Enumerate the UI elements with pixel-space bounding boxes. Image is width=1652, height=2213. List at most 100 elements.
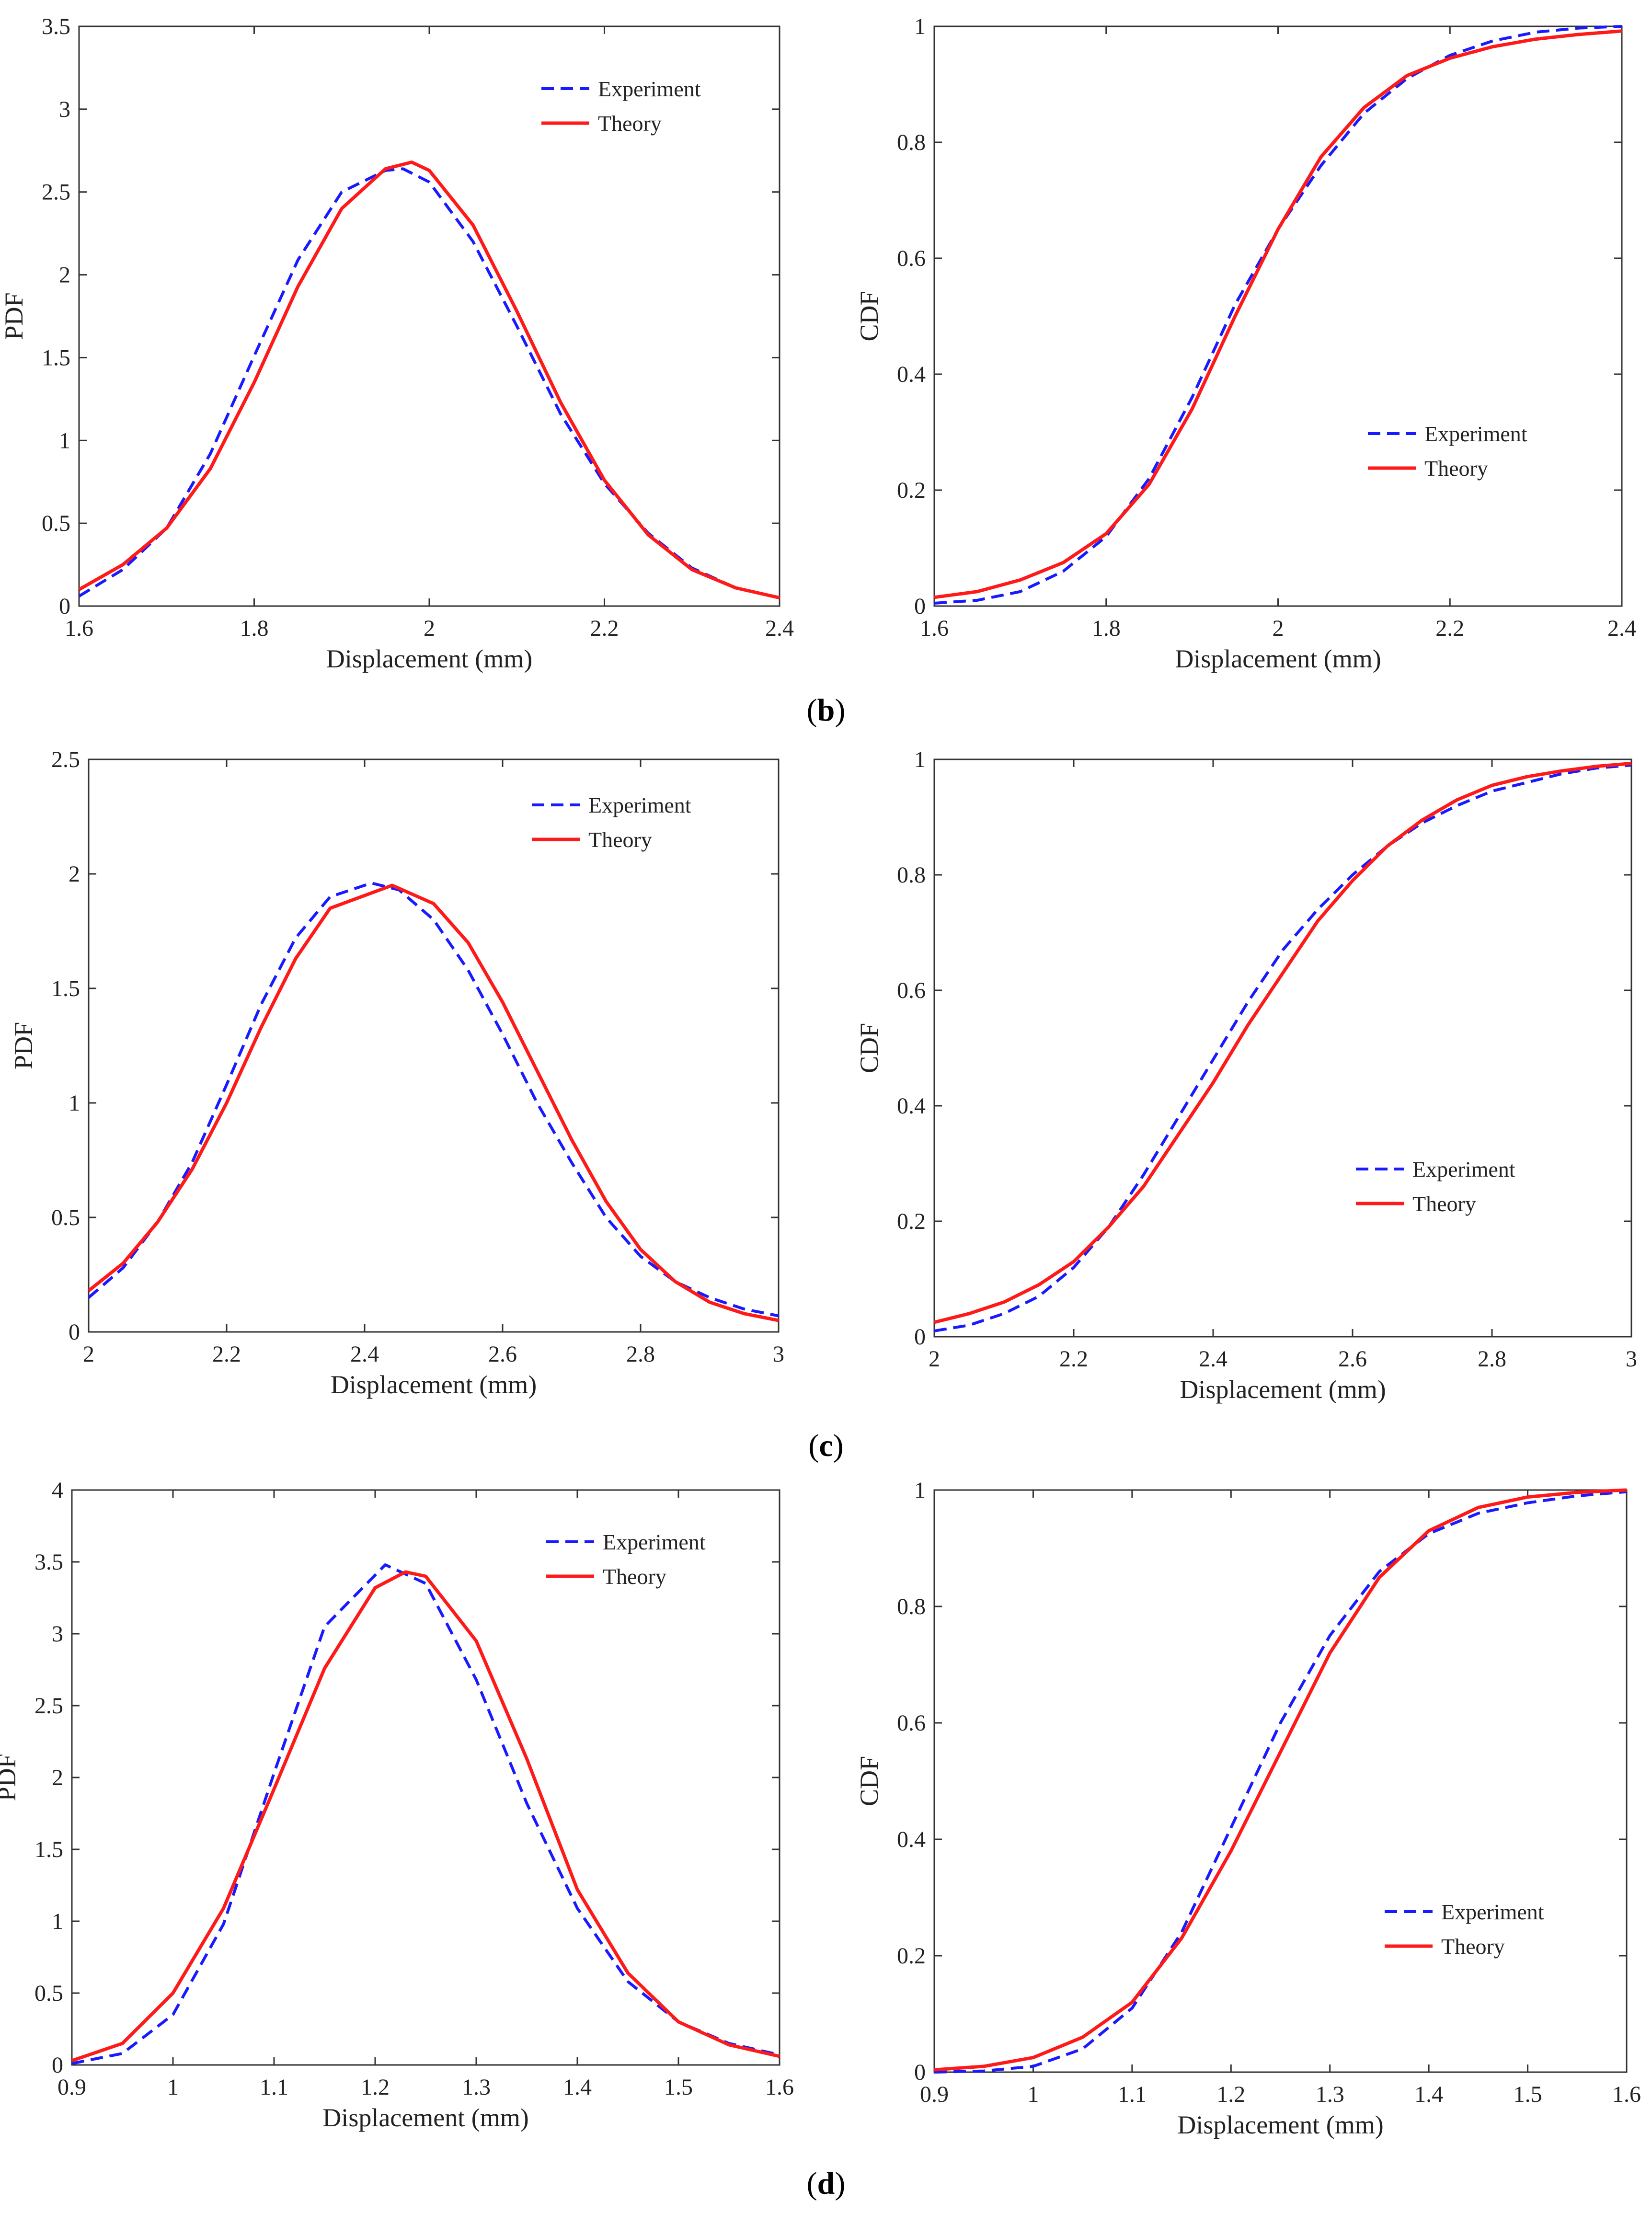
chart-b-cdf: 1.6 1.8 2 2.2 2.4 0 0.2 0.4 0.6 0.8 1 Displacement … bbox=[855, 14, 1636, 673]
series-line-experiment bbox=[934, 1490, 1627, 2074]
x-tick-label: 2.6 bbox=[1338, 1346, 1367, 1372]
y-tick-label: 1.5 bbox=[34, 1837, 63, 1862]
legend-label-theory: Theory bbox=[1412, 1192, 1476, 1216]
series-line-theory bbox=[78, 161, 780, 600]
y-tick-label: 0.2 bbox=[897, 478, 926, 503]
y-tick-label: 3 bbox=[52, 1621, 63, 1647]
y-tick-label: 2.5 bbox=[34, 1693, 63, 1719]
panel-label-c: (c) bbox=[808, 1428, 844, 1463]
y-tick-label: 1.5 bbox=[42, 345, 70, 370]
series-line-experiment bbox=[78, 167, 780, 599]
panel-label-d: (d) bbox=[806, 2166, 846, 2201]
y-tick-label: 0.2 bbox=[897, 1209, 926, 1234]
x-tick-label: 1.3 bbox=[462, 2075, 491, 2100]
plot-area bbox=[933, 758, 1632, 1338]
x-tick-label: 2.4 bbox=[1199, 1346, 1228, 1372]
y-tick-label: 1.5 bbox=[51, 976, 80, 1001]
y-tick-label: 0 bbox=[69, 1319, 80, 1345]
y-tick-label: 3.5 bbox=[34, 1549, 63, 1575]
y-tick-label: 0.4 bbox=[897, 362, 926, 387]
y-tick-label: 0.5 bbox=[34, 1981, 63, 2006]
x-tick-label: 1.2 bbox=[361, 2075, 390, 2100]
x-tick-label: 1.3 bbox=[1316, 2082, 1344, 2107]
x-tick-label: 1 bbox=[167, 2075, 179, 2100]
x-tick-label: 2.4 bbox=[765, 616, 794, 641]
x-axis-label: Displacement (mm) bbox=[326, 644, 532, 673]
x-tick-label: 1.4 bbox=[563, 2075, 592, 2100]
y-tick-label: 3 bbox=[59, 97, 70, 122]
chart-c-cdf: 2 2.2 2.4 2.6 2.8 3 0 0.2 0.4 0.6 0.8 1 Displacement… bbox=[855, 747, 1637, 1404]
x-axis-label: Displacement (mm) bbox=[1177, 2110, 1383, 2139]
x-tick-label: 1 bbox=[1027, 2082, 1039, 2107]
x-tick-label: 2.6 bbox=[488, 1342, 517, 1367]
x-tick-label: 1.1 bbox=[1118, 2082, 1147, 2107]
y-tick-label: 2.5 bbox=[42, 180, 70, 205]
y-tick-label: 2 bbox=[52, 1765, 63, 1790]
y-tick-label: 0 bbox=[52, 2052, 63, 2078]
y-axis-label: PDF bbox=[0, 1754, 21, 1801]
x-tick-label: 1.4 bbox=[1414, 2082, 1443, 2107]
y-tick-label: 1 bbox=[914, 747, 926, 772]
legend-label-theory: Theory bbox=[1424, 456, 1488, 481]
x-axis-label: Displacement (mm) bbox=[322, 2103, 528, 2132]
plot-area bbox=[933, 25, 1623, 607]
legend-label-experiment: Experiment bbox=[1441, 1900, 1544, 1924]
x-tick-label: 1.5 bbox=[1514, 2082, 1542, 2107]
y-axis-label: PDF bbox=[0, 292, 28, 340]
y-tick-label: 0.8 bbox=[897, 862, 926, 888]
plot-area bbox=[933, 1489, 1628, 2073]
y-tick-label: 1 bbox=[914, 14, 926, 39]
x-tick-label: 2 bbox=[83, 1342, 94, 1367]
x-tick-label: 0.9 bbox=[920, 2082, 949, 2107]
y-tick-label: 2 bbox=[59, 263, 70, 288]
x-tick-label: 2.8 bbox=[626, 1342, 655, 1367]
x-tick-label: 2.2 bbox=[1059, 1346, 1088, 1372]
x-tick-label: 1.6 bbox=[65, 616, 93, 641]
plot-area bbox=[88, 758, 780, 1333]
y-tick-label: 0.8 bbox=[897, 130, 926, 155]
panel-label-b: (b) bbox=[806, 693, 846, 728]
x-tick-label: 2.4 bbox=[1607, 616, 1636, 641]
x-tick-label: 3 bbox=[773, 1342, 784, 1367]
y-tick-label: 0.4 bbox=[897, 1093, 926, 1119]
x-tick-label: 1.6 bbox=[1612, 2082, 1641, 2107]
y-tick-label: 0 bbox=[914, 2060, 926, 2085]
series-line-experiment bbox=[71, 1563, 780, 2065]
series-line-theory bbox=[934, 1488, 1627, 2072]
y-tick-label: 4 bbox=[52, 1478, 63, 1503]
plot-area bbox=[78, 25, 780, 607]
x-tick-label: 2 bbox=[424, 616, 435, 641]
y-tick-label: 0.5 bbox=[51, 1205, 80, 1230]
x-tick-label: 1.8 bbox=[1092, 616, 1121, 641]
y-axis-label: CDF bbox=[855, 291, 883, 341]
series-line-experiment bbox=[934, 25, 1622, 605]
y-tick-label: 1 bbox=[69, 1090, 80, 1116]
y-tick-label: 0 bbox=[914, 594, 926, 619]
y-tick-label: 1 bbox=[59, 428, 70, 453]
chart-c-pdf: 2 2.2 2.4 2.6 2.8 3 0 0.5 1 1.5 2 2.5 Displacement (… bbox=[9, 747, 784, 1399]
y-tick-label: 1 bbox=[914, 1478, 926, 1503]
x-tick-label: 2.2 bbox=[590, 616, 619, 641]
series-line-theory bbox=[71, 1570, 780, 2063]
y-tick-label: 0 bbox=[59, 594, 70, 619]
series-line-theory bbox=[934, 29, 1622, 599]
legend-label-theory: Theory bbox=[588, 827, 652, 852]
x-tick-label: 2.8 bbox=[1478, 1346, 1506, 1372]
x-tick-label: 2 bbox=[929, 1346, 940, 1372]
y-tick-label: 1 bbox=[52, 1909, 63, 1934]
y-tick-label: 3.5 bbox=[42, 14, 70, 39]
x-axis-label: Displacement (mm) bbox=[1175, 644, 1381, 673]
y-axis-label: CDF bbox=[855, 1756, 883, 1806]
y-tick-label: 0.8 bbox=[897, 1594, 926, 1619]
x-tick-label: 1.2 bbox=[1216, 2082, 1245, 2107]
x-axis-label: Displacement (mm) bbox=[331, 1370, 537, 1399]
legend-label-theory: Theory bbox=[603, 1564, 666, 1589]
y-tick-label: 2 bbox=[69, 861, 80, 887]
y-tick-label: 0 bbox=[914, 1324, 926, 1350]
series-line-experiment bbox=[934, 764, 1632, 1332]
x-tick-label: 1.5 bbox=[664, 2075, 693, 2100]
y-tick-label: 0.5 bbox=[42, 511, 70, 536]
x-tick-label: 1.8 bbox=[240, 616, 269, 641]
x-tick-label: 2.2 bbox=[1435, 616, 1464, 641]
